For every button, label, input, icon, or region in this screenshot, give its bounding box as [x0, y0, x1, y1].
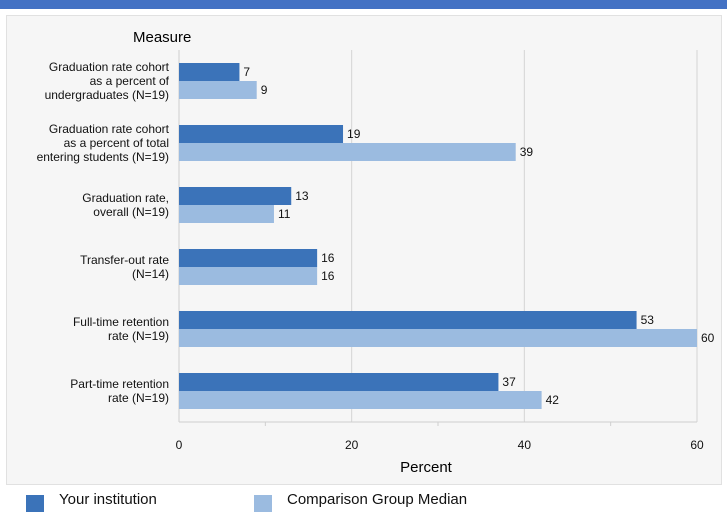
category-label-5-line-1: rate (N=19) [108, 391, 169, 405]
bars: 79 19 39 13 11 16 16 53 60 37 42 [179, 63, 715, 409]
bar-your-institution-5 [179, 373, 499, 391]
bar-comparison-group-median-1 [179, 143, 516, 161]
data-label-comparison-group-median-5: 42 [546, 393, 560, 407]
category-label-3-line-1: (N=14) [132, 267, 169, 281]
legend: Your institution Comparison Group Median [0, 490, 727, 512]
data-label-comparison-group-median-3: 16 [321, 269, 335, 283]
data-label-your-institution-3: 16 [321, 251, 335, 265]
gridlines [178, 50, 698, 426]
category-label-2-line-1: overall (N=19) [93, 205, 169, 219]
x-tick-label-20: 20 [345, 438, 359, 452]
bar-your-institution-4 [179, 311, 637, 329]
data-label-your-institution-4: 53 [641, 313, 655, 327]
bar-comparison-group-median-2 [179, 205, 274, 223]
data-label-your-institution-1: 19 [347, 127, 361, 141]
category-label-0-line-2: undergraduates (N=19) [45, 88, 169, 102]
data-label-your-institution-5: 37 [502, 375, 516, 389]
category-label-3-line-0: Transfer-out rate [80, 253, 169, 267]
data-label-comparison-group-median-1: 39 [520, 145, 534, 159]
legend-label-your-institution: Your institution [59, 491, 157, 508]
data-label-comparison-group-median-2: 11 [278, 207, 291, 221]
x-tick-label-60: 60 [690, 438, 704, 452]
legend-swatch-your-institution [26, 495, 44, 512]
x-axis-title: Percent [400, 459, 453, 476]
category-label-2-line-0: Graduation rate, [82, 191, 169, 205]
bar-your-institution-3 [179, 249, 318, 267]
x-tick-label-40: 40 [518, 438, 532, 452]
data-label-comparison-group-median-0: 9 [261, 83, 268, 97]
category-axis-title: Measure [133, 29, 191, 46]
x-tick-label-0: 0 [176, 438, 183, 452]
x-tick-labels: 0 20 40 60 [176, 438, 704, 452]
category-label-4-line-1: rate (N=19) [108, 329, 169, 343]
category-label-0-line-0: Graduation rate cohort [49, 60, 170, 74]
bar-your-institution-0 [179, 63, 240, 81]
category-label-4-line-0: Full-time retention [73, 315, 169, 329]
bar-comparison-group-median-4 [179, 329, 697, 347]
legend-swatch-comparison-group-median [254, 495, 272, 512]
category-label-1-line-1: as a percent of total [64, 136, 169, 150]
bar-comparison-group-median-3 [179, 267, 318, 285]
data-label-your-institution-0: 7 [243, 65, 250, 79]
bar-comparison-group-median-0 [179, 81, 257, 99]
category-label-5-line-0: Part-time retention [70, 377, 169, 391]
bar-your-institution-1 [179, 125, 344, 143]
category-label-1-line-2: entering students (N=19) [37, 150, 169, 164]
top-accent-bar [0, 0, 727, 9]
legend-label-comparison-group-median: Comparison Group Median [287, 491, 468, 508]
bar-comparison-group-median-5 [179, 391, 542, 409]
bar-your-institution-2 [179, 187, 292, 205]
category-label-1-line-0: Graduation rate cohort [49, 122, 170, 136]
category-label-0-line-1: as a percent of [90, 74, 170, 88]
data-label-comparison-group-median-4: 60 [701, 331, 715, 345]
bar-chart: Measure 79 19 39 13 11 16 16 53 60 37 42 Graduatio… [37, 29, 715, 476]
data-label-your-institution-2: 13 [295, 189, 309, 203]
